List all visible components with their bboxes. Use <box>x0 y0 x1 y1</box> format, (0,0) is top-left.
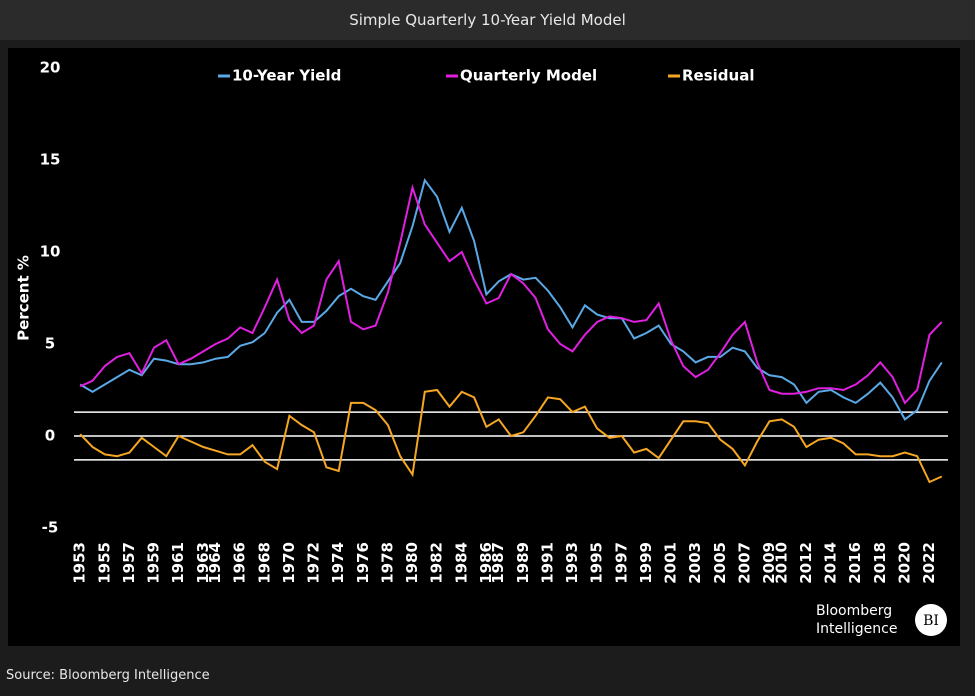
y-axis-label: Percent % <box>15 255 33 341</box>
x-tick-label: 2003 <box>686 542 704 584</box>
x-tick-label: 1987 <box>489 542 507 584</box>
y-tick-label: 10 <box>40 243 61 261</box>
x-tick-label: 1989 <box>514 542 532 584</box>
x-tick-label: 1982 <box>428 542 446 584</box>
x-tick-label: 1970 <box>280 542 298 584</box>
x-tick-label: 1984 <box>452 542 470 584</box>
x-tick-label: 1964 <box>206 542 224 584</box>
x-tick-label: 1980 <box>403 542 421 584</box>
logo-badge-text: BI <box>923 613 939 629</box>
x-tick-label: 1999 <box>637 542 655 584</box>
x-tick-label: 1972 <box>305 542 323 584</box>
x-tick-label: 2014 <box>822 542 840 584</box>
logo-line2: Intelligence <box>816 621 897 637</box>
x-tick-label: 1963 <box>194 542 212 584</box>
x-tick-label: 1997 <box>612 542 630 584</box>
x-tick-label: 1991 <box>538 542 556 584</box>
series-line <box>79 183 943 405</box>
y-tick-label: 20 <box>40 59 61 77</box>
y-tick-label: 0 <box>45 427 55 445</box>
y-tick-label: 5 <box>45 335 55 353</box>
x-tick-label: 2001 <box>662 542 680 584</box>
x-tick-label: 1957 <box>120 542 138 584</box>
x-tick-label: 1974 <box>329 542 347 584</box>
x-tick-label: 2012 <box>797 542 815 584</box>
x-tick-label: 2018 <box>871 542 889 584</box>
x-tick-label: 1966 <box>231 542 249 584</box>
x-tick-label: 1993 <box>563 542 581 584</box>
x-tick-label: 1953 <box>71 542 89 584</box>
series-line <box>79 388 943 484</box>
x-tick-label: 2022 <box>920 542 938 584</box>
x-tick-label: 2005 <box>711 542 729 584</box>
source: Source: Bloomberg Intelligence <box>6 668 210 683</box>
x-tick-label: 1968 <box>255 542 273 584</box>
logo-line1: Bloomberg <box>816 603 892 619</box>
chart: -5 0 5 10 15 20 Percent % 1953 1955 1957 1959 1961 1… <box>15 59 948 637</box>
legend-label: Residual <box>682 67 754 85</box>
plot-panel: -5 0 5 10 15 20 Percent % 1953 1955 1957 1959 1961 1… <box>8 48 960 646</box>
chart-title: Simple Quarterly 10-Year Yield Model <box>0 0 975 40</box>
x-tick-label: 1986 <box>477 542 495 584</box>
y-tick-label: 15 <box>40 151 61 169</box>
x-tick-label: 2010 <box>772 542 790 584</box>
legend-label: Quarterly Model <box>460 67 597 85</box>
x-tick-label: 2020 <box>895 542 913 584</box>
x-tick-label: 1978 <box>378 542 396 584</box>
legend-label: 10-Year Yield <box>232 67 341 85</box>
x-tick-label: 1995 <box>588 542 606 584</box>
series-line <box>79 177 943 421</box>
y-tick-label: -5 <box>42 519 59 537</box>
x-tick-label: 2009 <box>760 542 778 584</box>
x-tick-label: 1955 <box>95 542 113 584</box>
x-tick-label: 2007 <box>735 542 753 584</box>
logo-badge <box>915 604 947 636</box>
x-tick-label: 1961 <box>169 542 187 584</box>
x-tick-label: 2016 <box>846 542 864 584</box>
x-tick-label: 1959 <box>145 542 163 584</box>
x-tick-label: 1976 <box>354 542 372 584</box>
